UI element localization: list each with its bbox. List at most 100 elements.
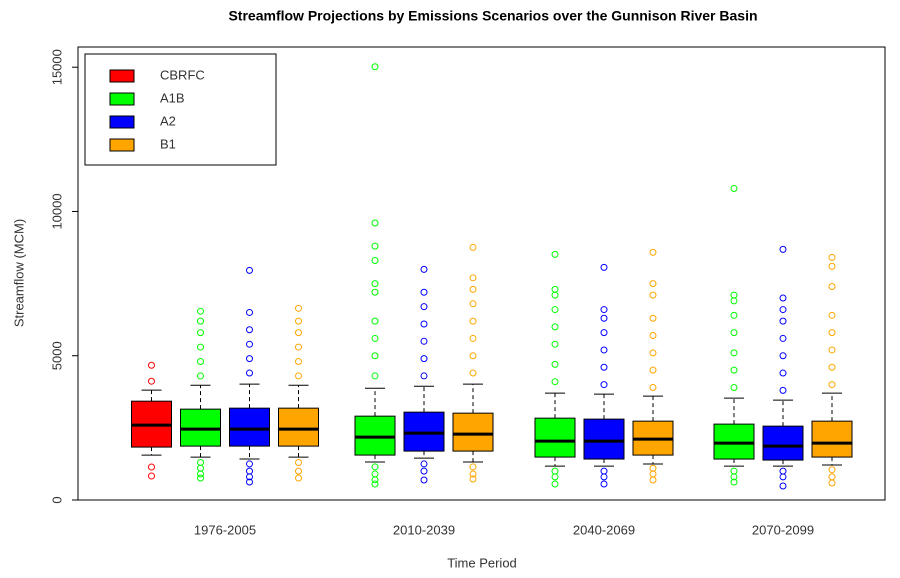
- outlier: [828, 363, 836, 371]
- outlier: [649, 248, 657, 256]
- outlier: [649, 383, 657, 391]
- outlier: [600, 263, 608, 271]
- outlier: [730, 366, 738, 374]
- outlier: [551, 378, 559, 386]
- outlier: [295, 317, 302, 325]
- outlier: [420, 476, 428, 484]
- outlier: [295, 474, 302, 482]
- x-tick-label: 2010-2039: [393, 522, 455, 537]
- outlier: [371, 476, 379, 484]
- outlier: [371, 219, 379, 227]
- outlier: [469, 470, 477, 478]
- outlier: [246, 467, 253, 475]
- outlier: [730, 185, 738, 193]
- outlier: [600, 363, 608, 371]
- box: [583, 418, 625, 460]
- outlier: [148, 463, 155, 471]
- outlier: [779, 334, 787, 342]
- legend-label: A2: [160, 113, 176, 128]
- x-axis-label: Time Period: [447, 555, 517, 570]
- outlier: [197, 343, 204, 351]
- outlier: [295, 343, 302, 351]
- outlier: [246, 473, 253, 481]
- outlier: [295, 358, 302, 366]
- outlier: [371, 317, 379, 325]
- outlier: [828, 262, 836, 270]
- outlier: [649, 291, 657, 299]
- x-tick-label: 2040-2069: [573, 522, 635, 537]
- outlier: [371, 463, 379, 471]
- outlier: [197, 470, 204, 478]
- outlier: [371, 372, 379, 380]
- outlier: [371, 288, 379, 296]
- outlier: [600, 467, 608, 475]
- outlier: [551, 306, 559, 314]
- outlier: [730, 311, 738, 319]
- outlier: [469, 300, 477, 308]
- outlier: [295, 467, 302, 475]
- outlier: [469, 285, 477, 293]
- outlier: [420, 467, 428, 475]
- legend-label: CBRFC: [160, 67, 205, 82]
- outlier: [730, 383, 738, 391]
- legend-swatch: [109, 115, 135, 129]
- outlier: [828, 253, 836, 261]
- outlier: [730, 297, 738, 305]
- outlier: [779, 386, 787, 394]
- outlier: [246, 478, 253, 486]
- outlier: [469, 475, 477, 483]
- outlier: [246, 369, 253, 377]
- outlier: [779, 317, 787, 325]
- outlier: [197, 458, 204, 466]
- legend-swatch: [109, 138, 135, 152]
- outlier: [649, 464, 657, 472]
- outlier: [371, 334, 379, 342]
- outlier: [551, 285, 559, 293]
- outlier: [420, 372, 428, 380]
- outlier: [551, 360, 559, 368]
- outlier: [779, 352, 787, 360]
- x-tick-label: 2070-2099: [752, 522, 814, 537]
- outlier: [469, 274, 477, 282]
- outlier: [246, 355, 253, 363]
- outlier: [730, 349, 738, 357]
- box: [452, 412, 494, 452]
- box: [278, 407, 319, 447]
- outlier: [649, 366, 657, 374]
- outlier: [779, 467, 787, 475]
- box: [403, 411, 445, 452]
- outlier: [197, 474, 204, 482]
- outlier: [730, 473, 738, 481]
- outlier: [649, 314, 657, 322]
- outlier: [649, 470, 657, 478]
- outlier: [469, 334, 477, 342]
- outlier: [730, 329, 738, 337]
- outlier: [828, 479, 836, 487]
- outlier: [148, 377, 155, 385]
- y-tick-label: 0: [49, 496, 64, 503]
- outlier: [295, 304, 302, 312]
- legend-swatch: [109, 92, 135, 106]
- outlier: [295, 329, 302, 337]
- outlier: [246, 460, 253, 468]
- outlier: [779, 473, 787, 481]
- legend-label: A1B: [160, 90, 185, 105]
- outlier: [197, 307, 204, 315]
- y-tick-label: 10000: [49, 193, 64, 229]
- outlier: [246, 266, 253, 274]
- outlier: [469, 317, 477, 325]
- outlier: [649, 476, 657, 484]
- outlier: [420, 355, 428, 363]
- outlier: [371, 63, 379, 71]
- outlier: [420, 460, 428, 468]
- outlier: [551, 467, 559, 475]
- legend-label: B1: [160, 136, 176, 151]
- outlier: [371, 480, 379, 488]
- outlier: [551, 473, 559, 481]
- outlier: [600, 314, 608, 322]
- outlier: [197, 317, 204, 325]
- y-tick-label: 15000: [49, 49, 64, 85]
- outlier: [197, 358, 204, 366]
- outlier: [551, 250, 559, 258]
